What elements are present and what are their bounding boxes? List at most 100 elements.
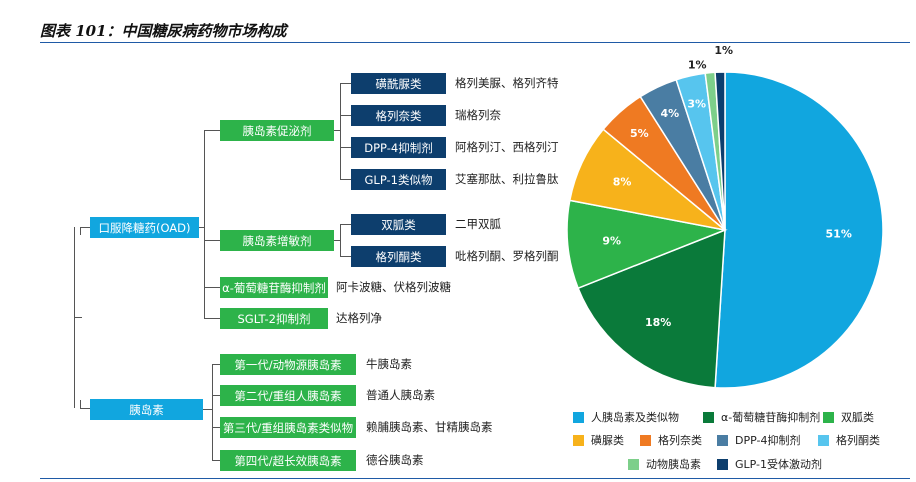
pie-slice-glp1 [714, 71, 726, 231]
sensitizer-box: 胰岛素增敏剂 [220, 230, 334, 251]
insulin-gen2-drugs-label: 普通人胰岛素 [366, 388, 435, 402]
legend-item: 动物胰岛素 [628, 456, 701, 472]
pie-label-animal-insulin: 1% [688, 59, 707, 72]
legend-swatch [628, 458, 639, 470]
agi-box: α-葡萄糖苷酶抑制剂 [220, 277, 328, 298]
legend-label: 格列奈类 [658, 434, 702, 447]
insulin-category-box: 胰岛素 [90, 399, 203, 420]
pie-label-insulin-analog: 51% [826, 228, 852, 241]
legend-swatch [717, 434, 728, 446]
legend-swatch [703, 411, 714, 423]
secretagogue-box: 胰岛素促泌剂 [220, 120, 334, 141]
legend-item: GLP-1受体激动剂 [717, 456, 822, 472]
legend-item: 双胍类 [823, 409, 874, 425]
legend-swatch [717, 458, 728, 470]
chart-title: 图表 101：中国糖尿病药物市场构成 [40, 22, 287, 40]
glp1-drugs-label: 艾塞那肽、利拉鲁肽 [455, 172, 559, 186]
tree-line [203, 409, 213, 410]
insulin-gen4-drugs-label: 德谷胰岛素 [366, 453, 424, 467]
pie-label-agi: 18% [645, 316, 671, 329]
tree-line [212, 364, 220, 365]
tree-line [204, 130, 205, 318]
insulin-gen3-drugs-label: 赖脯胰岛素、甘精胰岛素 [366, 420, 493, 434]
sulfonylurea-box: 磺酰脲类 [351, 73, 446, 94]
pie-slice-biguanide [566, 199, 728, 290]
insulin-gen1-box: 第一代/动物源胰岛素 [220, 354, 356, 375]
legend-item: DPP-4抑制剂 [717, 432, 800, 448]
legend-item: 磺脲类 [573, 432, 624, 448]
tree-line [334, 240, 340, 241]
tree-line [204, 318, 220, 319]
tree-line [340, 179, 351, 180]
legend-label: 动物胰岛素 [646, 458, 701, 471]
biguanide-drugs-label: 二甲双胍 [455, 217, 501, 231]
legend-swatch [573, 434, 584, 446]
sglt2-box: SGLT-2抑制剂 [220, 308, 328, 329]
tree-line [340, 115, 351, 116]
biguanide-box: 双胍类 [351, 214, 446, 235]
insulin-gen4-box: 第四代/超长效胰岛素 [220, 450, 356, 471]
pie-label-glp1: 1% [714, 44, 733, 57]
oad-category-box: 口服降糖药(OAD) [90, 217, 199, 238]
legend-label: 格列酮类 [836, 434, 880, 447]
legend-swatch [573, 411, 584, 423]
glp1-box: GLP-1类似物 [351, 169, 446, 190]
legend-label: 人胰岛素及类似物 [591, 411, 679, 424]
sglt2-drugs-label: 达格列净 [336, 311, 382, 325]
glinide-drugs-label: 瑞格列奈 [455, 108, 501, 122]
tree-line [340, 224, 351, 225]
pie-label-sulfonylurea: 8% [613, 176, 632, 189]
sulfonylurea-drugs-label: 格列美脲、格列齐特 [455, 76, 559, 90]
tree-line [80, 227, 90, 228]
glinide-box: 格列奈类 [351, 105, 446, 126]
tree-line [340, 147, 351, 148]
legend-label: α-葡萄糖苷酶抑制剂 [721, 411, 821, 424]
tree-line [212, 427, 220, 428]
tzd-box: 格列酮类 [351, 246, 446, 267]
legend-label: 磺脲类 [591, 434, 624, 447]
legend-item: α-葡萄糖苷酶抑制剂 [703, 409, 820, 425]
bottom-rule [40, 478, 910, 479]
agi-drugs-label: 阿卡波糖、伏格列波糖 [336, 280, 451, 294]
insulin-gen2-box: 第二代/重组人胰岛素 [220, 385, 356, 406]
pie-slice-insulin-analog [714, 71, 884, 389]
legend-item: 格列酮类 [818, 432, 880, 448]
legend-swatch [640, 434, 651, 446]
pie-label-glinide: 5% [630, 127, 649, 140]
legend-swatch [818, 434, 829, 446]
tree-line [212, 460, 220, 461]
tree-line [212, 395, 220, 396]
tree-line [212, 364, 213, 460]
tree-line [204, 287, 220, 288]
tree-line [80, 227, 81, 235]
legend-label: DPP-4抑制剂 [735, 434, 801, 447]
dpp4-drugs-label: 阿格列汀、西格列汀 [455, 140, 559, 154]
legend-item: 格列奈类 [640, 432, 702, 448]
legend-label: 双胍类 [841, 411, 874, 424]
tree-line [204, 130, 220, 131]
dpp4-box: DPP-4抑制剂 [351, 137, 446, 158]
tree-line [80, 408, 90, 409]
legend-item: 人胰岛素及类似物 [573, 409, 679, 425]
legend-label: GLP-1受体激动剂 [735, 458, 823, 471]
insulin-gen3-box: 第三代/重组胰岛素类似物 [220, 417, 356, 438]
tree-line [340, 256, 351, 257]
pie-label-dpp4: 4% [660, 107, 679, 120]
tree-line [340, 224, 341, 256]
legend-swatch [823, 411, 834, 423]
chart-header: 图表 101：中国糖尿病药物市场构成 [0, 0, 916, 44]
tree-line [340, 83, 341, 179]
top-rule [40, 42, 910, 43]
insulin-gen1-drugs-label: 牛胰岛素 [366, 357, 412, 371]
tree-line [204, 240, 220, 241]
tzd-drugs-label: 吡格列酮、罗格列酮 [455, 249, 559, 263]
tree-line [340, 83, 351, 84]
tree-line [74, 317, 82, 318]
pie-slice-agi [577, 228, 726, 389]
pie-label-biguanide: 9% [602, 235, 621, 248]
tree-line [199, 227, 205, 228]
tree-line [334, 130, 340, 131]
tree-line [80, 400, 81, 408]
pie-label-tzd: 3% [687, 98, 706, 111]
